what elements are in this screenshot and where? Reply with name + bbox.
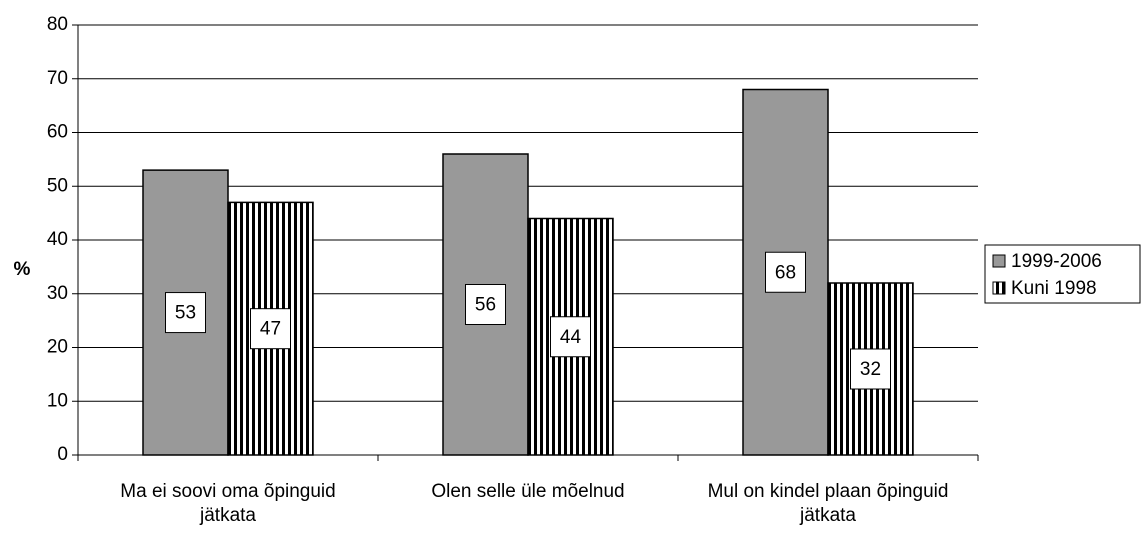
x-tick-label: Mul on kindel plaan õpinguid jätkata: [707, 481, 949, 526]
y-tick-label: 40: [47, 229, 68, 250]
y-tick-label: 30: [47, 283, 68, 304]
data-label: 56: [475, 295, 496, 316]
y-tick-label: 60: [47, 122, 68, 143]
data-label-box: [765, 251, 806, 293]
legend-swatch: [992, 281, 1006, 295]
legend-swatch: [992, 254, 1006, 268]
y-axis-label: %: [14, 259, 31, 280]
y-tick-label: 80: [47, 14, 68, 35]
y-tick-label: 0: [57, 444, 68, 465]
data-label-box: [165, 292, 206, 334]
legend-box: [984, 244, 1141, 304]
x-tick-label: Ma ei soovi oma õpinguid jätkata: [120, 481, 336, 526]
data-label: 68: [775, 262, 796, 283]
data-label: 53: [175, 303, 196, 324]
data-label: 44: [560, 327, 582, 348]
y-tick-label: 20: [47, 337, 68, 358]
x-tick-label: Olen selle üle mõelnud: [431, 481, 625, 502]
y-tick-label: 10: [47, 390, 68, 411]
data-label: 32: [860, 359, 881, 380]
data-label-box: [465, 284, 506, 325]
y-tick-label: 70: [47, 68, 68, 89]
data-label-box: [850, 348, 891, 390]
data-label-box: [250, 308, 291, 350]
data-label: 47: [260, 319, 281, 340]
legend-label: 1999-2006: [1011, 251, 1102, 272]
legend-label: Kuni 1998: [1011, 278, 1097, 299]
y-tick-label: 50: [47, 175, 68, 196]
data-label-box: [550, 316, 591, 358]
